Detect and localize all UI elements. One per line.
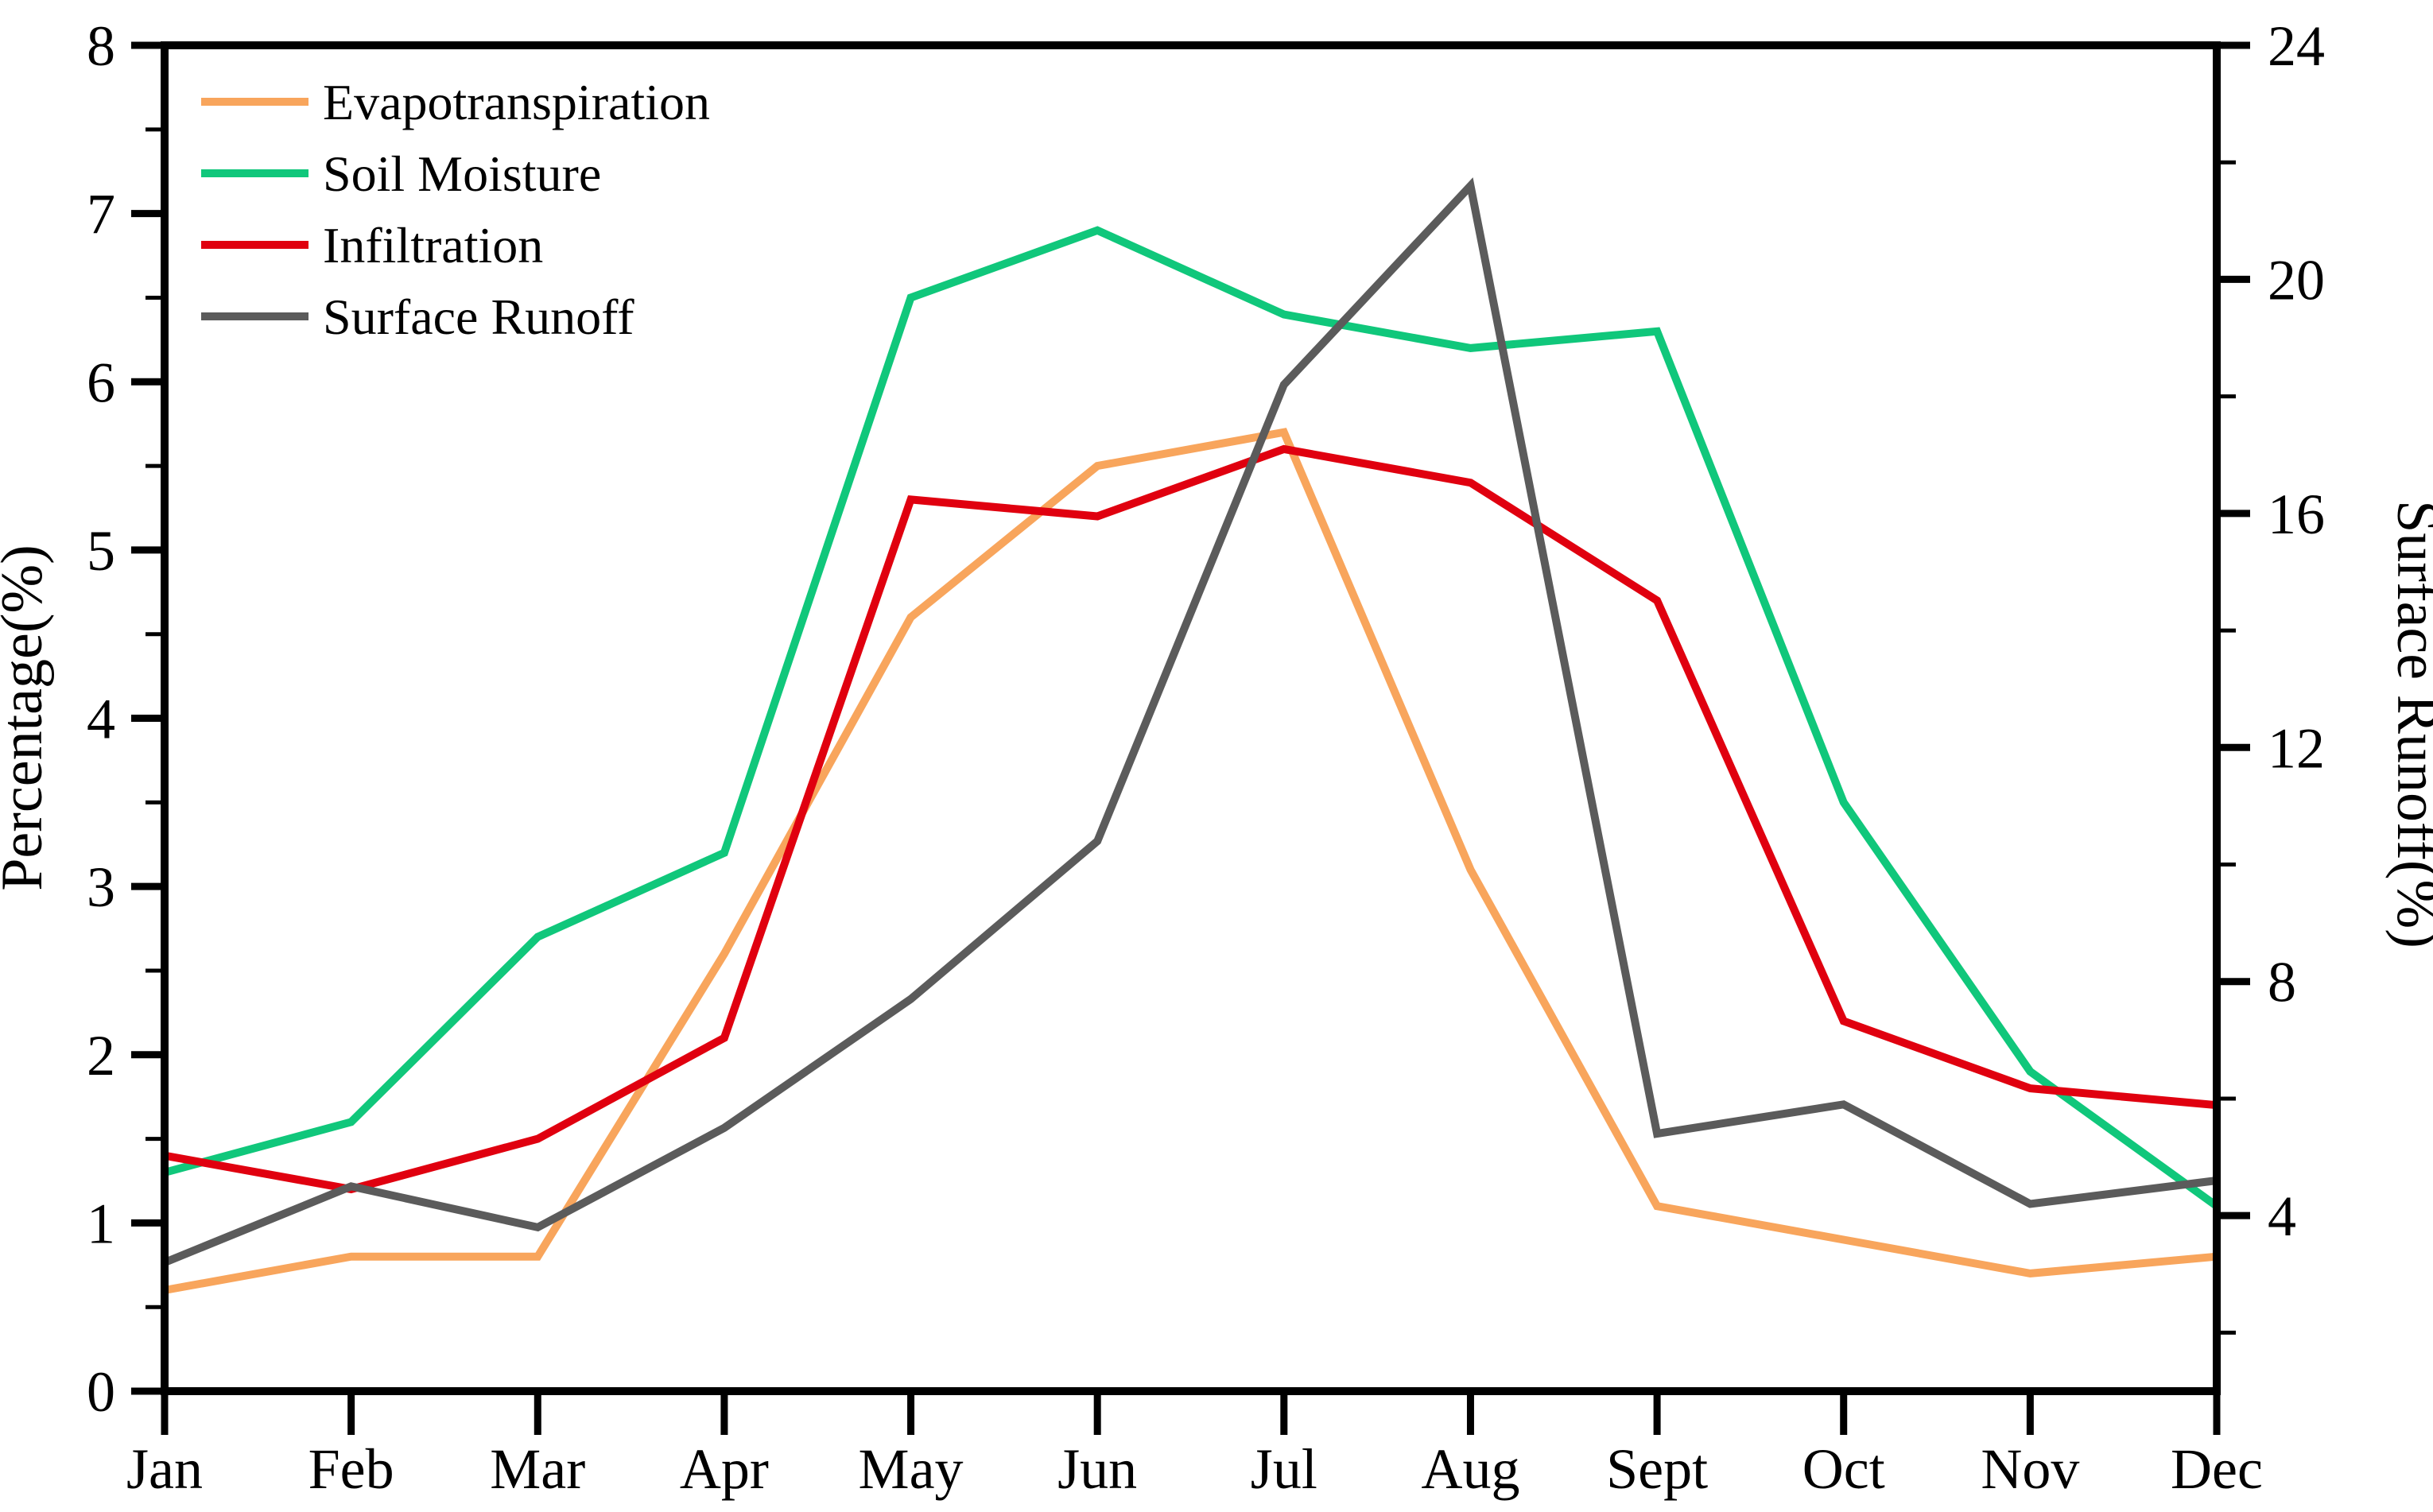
x-tick-label: Oct xyxy=(1802,1437,1885,1501)
legend-item-soil-moisture: Soil Moisture xyxy=(201,145,601,202)
series-line-soil-moisture xyxy=(163,226,2219,1210)
legend-item-surface-runoff: Surface Runoff xyxy=(201,289,634,345)
x-tick-label: Apr xyxy=(680,1437,769,1501)
legend-label: Soil Moisture xyxy=(323,145,601,202)
x-tick-label: Sept xyxy=(1606,1437,1708,1501)
x-tick-label: May xyxy=(859,1437,964,1501)
legend-item-infiltration: Infiltration xyxy=(201,217,543,273)
right-tick-label: 8 xyxy=(2268,951,2296,1014)
left-tick-label: 6 xyxy=(87,351,115,414)
legend-label: Evapotranspiration xyxy=(323,74,710,130)
right-tick-label: 20 xyxy=(2268,248,2325,312)
left-tick-label: 7 xyxy=(87,183,115,246)
x-tick-label: Jul xyxy=(1251,1437,1317,1501)
right-tick-label: 12 xyxy=(2268,716,2325,780)
left-tick-label: 5 xyxy=(87,519,115,583)
legend-label: Surface Runoff xyxy=(323,289,634,345)
legend: Evapotranspiration Soil Moisture Infiltrat… xyxy=(201,74,710,345)
right-tick-label: 24 xyxy=(2268,14,2325,78)
left-tick-label: 2 xyxy=(87,1024,115,1087)
x-tick-label: Jan xyxy=(126,1437,203,1501)
x-tick-label: Feb xyxy=(308,1437,394,1501)
right-tick-label: 4 xyxy=(2268,1184,2296,1248)
left-tick-label: 4 xyxy=(87,688,115,751)
series-lines xyxy=(163,177,2219,1294)
x-tick-label: Jun xyxy=(1057,1437,1137,1501)
left-tick-label: 3 xyxy=(87,855,115,919)
x-tick-label: Mar xyxy=(490,1437,585,1501)
right-axis-title: Surface Runoff(%) xyxy=(2384,500,2433,948)
legend-label: Infiltration xyxy=(323,217,543,273)
x-tick-label: Dec xyxy=(2171,1437,2263,1501)
right-tick-label: 16 xyxy=(2268,483,2325,546)
legend-item-evapotranspiration: Evapotranspiration xyxy=(201,74,710,130)
series-line-evapotranspiration xyxy=(164,428,2218,1294)
x-tick-label: Aug xyxy=(1421,1437,1519,1501)
left-tick-label: 0 xyxy=(87,1360,115,1424)
left-tick-label: 8 xyxy=(87,14,115,78)
axis-ticks xyxy=(131,41,2250,1435)
left-tick-label: 1 xyxy=(87,1192,115,1255)
left-axis-title: Percentage(%) xyxy=(0,545,55,891)
series-line-infiltration xyxy=(164,444,2218,1194)
x-tick-label: Nov xyxy=(1981,1437,2079,1501)
series-line-surface-runoff xyxy=(163,177,2218,1266)
